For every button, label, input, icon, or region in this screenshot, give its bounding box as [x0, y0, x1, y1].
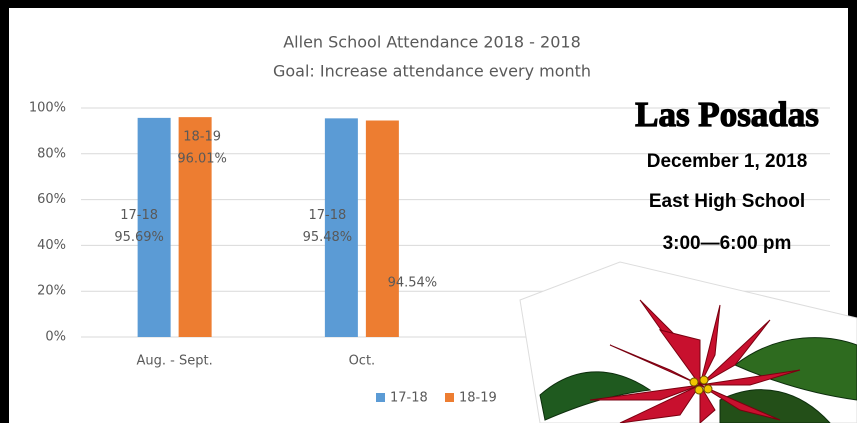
page: Allen School Attendance 2018 - 2018 Goal…	[0, 0, 857, 423]
data-label-series: 17-18	[120, 208, 158, 223]
x-tick-label: Aug. - Sept.	[137, 354, 213, 369]
flyer-place: East High School	[649, 191, 805, 212]
x-tick-label: Oct.	[349, 354, 376, 369]
bar	[179, 117, 212, 337]
y-tick-label: 40%	[37, 238, 66, 253]
chart-title: Allen School Attendance 2018 - 2018	[283, 33, 581, 52]
data-label-series: 18-19	[183, 130, 221, 145]
flyer-time: 3:00—6:00 pm	[663, 233, 792, 254]
bar	[325, 118, 358, 337]
data-label: 96.01%	[177, 152, 227, 167]
bar	[366, 121, 399, 337]
chart-subtitle: Goal: Increase attendance every month	[273, 62, 591, 81]
flyer-title: Las Posadas	[635, 95, 819, 134]
data-label: 95.48%	[303, 230, 353, 245]
y-tick-label: 0%	[45, 330, 66, 345]
y-tick-label: 60%	[37, 192, 66, 207]
flyer-date: December 1, 2018	[647, 151, 808, 172]
legend-label: 18-19	[459, 391, 497, 406]
bar	[138, 118, 171, 337]
legend-swatch	[445, 393, 454, 402]
data-label: 94.54%	[388, 275, 438, 290]
data-label: 95.69%	[114, 230, 164, 245]
legend-swatch	[376, 393, 385, 402]
y-tick-label: 20%	[37, 284, 66, 299]
legend-label: 17-18	[390, 391, 428, 406]
y-tick-label: 100%	[29, 101, 66, 116]
data-label-series: 17-18	[308, 208, 346, 223]
y-tick-label: 80%	[37, 146, 66, 161]
